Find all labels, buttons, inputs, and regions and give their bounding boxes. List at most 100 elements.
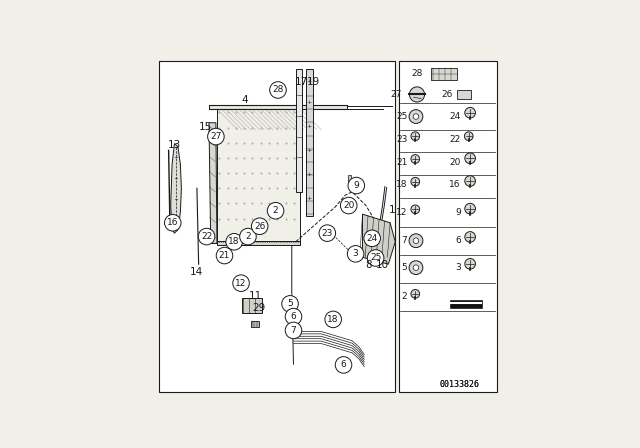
Circle shape (409, 110, 423, 124)
Circle shape (409, 234, 423, 248)
Circle shape (367, 250, 384, 266)
Text: 6: 6 (455, 236, 461, 245)
Text: 28: 28 (272, 86, 284, 95)
Circle shape (413, 114, 419, 119)
Bar (348, 175, 351, 182)
Circle shape (233, 275, 250, 292)
Text: 17: 17 (294, 77, 308, 87)
Text: 1: 1 (388, 205, 395, 215)
Circle shape (364, 230, 380, 246)
Text: 4: 4 (241, 95, 248, 105)
Circle shape (465, 176, 476, 186)
Text: 12: 12 (236, 279, 247, 288)
Bar (458, 90, 471, 99)
Text: 15: 15 (199, 122, 212, 132)
Text: 16: 16 (167, 218, 179, 227)
Circle shape (198, 228, 215, 245)
Circle shape (268, 202, 284, 219)
Text: +: + (307, 196, 312, 201)
Circle shape (411, 205, 420, 214)
Text: 9: 9 (455, 208, 461, 217)
Text: 12: 12 (396, 208, 407, 217)
Text: +: + (307, 79, 312, 84)
Circle shape (465, 203, 476, 214)
Bar (252, 321, 259, 327)
Bar (296, 69, 303, 192)
Text: 25: 25 (370, 254, 381, 263)
Text: 22: 22 (201, 232, 212, 241)
Text: 3: 3 (455, 263, 461, 272)
Text: 2: 2 (245, 232, 251, 241)
Text: 16: 16 (449, 181, 461, 190)
Text: 18: 18 (396, 181, 407, 190)
Text: +: + (307, 172, 312, 177)
Text: 23: 23 (396, 135, 407, 144)
Text: 00133826: 00133826 (439, 379, 479, 389)
Text: 25: 25 (396, 112, 407, 121)
Text: 3: 3 (353, 250, 358, 258)
Text: 6: 6 (340, 360, 346, 370)
Text: 00133826: 00133826 (439, 379, 479, 389)
Circle shape (465, 258, 476, 269)
Text: 2: 2 (273, 206, 278, 215)
Circle shape (348, 177, 365, 194)
Circle shape (465, 153, 476, 164)
Text: 14: 14 (189, 267, 203, 277)
Text: 20: 20 (449, 158, 461, 167)
Circle shape (465, 108, 476, 118)
Text: 8: 8 (365, 260, 372, 270)
Bar (305, 69, 313, 216)
Circle shape (216, 247, 233, 264)
Circle shape (413, 265, 419, 271)
Circle shape (411, 132, 420, 141)
Text: 26: 26 (442, 90, 453, 99)
Circle shape (319, 225, 335, 241)
Text: 22: 22 (449, 135, 461, 144)
Bar (451, 301, 481, 308)
Circle shape (335, 357, 352, 373)
Circle shape (226, 233, 243, 250)
Text: 5: 5 (287, 299, 293, 308)
Text: 26: 26 (254, 222, 266, 231)
Text: 27: 27 (210, 132, 221, 141)
Circle shape (410, 87, 424, 102)
Text: 27: 27 (390, 90, 401, 99)
Text: 18: 18 (328, 315, 339, 324)
Text: 7: 7 (401, 236, 407, 245)
Circle shape (348, 246, 364, 262)
Text: 5: 5 (401, 263, 407, 272)
Bar (242, 297, 262, 313)
Text: 13: 13 (168, 140, 181, 150)
Circle shape (411, 177, 420, 186)
Circle shape (282, 296, 298, 312)
Text: 18: 18 (228, 237, 240, 246)
Circle shape (325, 311, 342, 327)
Circle shape (413, 238, 419, 244)
Bar (209, 105, 347, 109)
Text: 10: 10 (376, 260, 389, 270)
Circle shape (411, 289, 420, 298)
Polygon shape (362, 214, 396, 264)
Bar (431, 68, 458, 80)
Circle shape (340, 197, 357, 214)
Text: 24: 24 (367, 234, 378, 243)
Text: 11: 11 (249, 291, 262, 301)
Circle shape (269, 82, 286, 98)
Circle shape (252, 218, 268, 234)
Polygon shape (209, 123, 217, 244)
Polygon shape (217, 109, 300, 244)
Text: 9: 9 (353, 181, 359, 190)
Text: 7: 7 (291, 326, 296, 335)
Text: 19: 19 (307, 77, 320, 87)
Circle shape (240, 228, 256, 245)
Bar (399, 60, 497, 392)
Bar (351, 178, 355, 185)
Text: 21: 21 (219, 251, 230, 260)
Circle shape (409, 261, 423, 275)
Circle shape (465, 132, 473, 141)
Circle shape (411, 155, 420, 164)
Circle shape (207, 128, 224, 145)
Text: 20: 20 (343, 201, 355, 210)
Text: 6: 6 (291, 312, 296, 321)
Text: 2: 2 (402, 293, 407, 302)
